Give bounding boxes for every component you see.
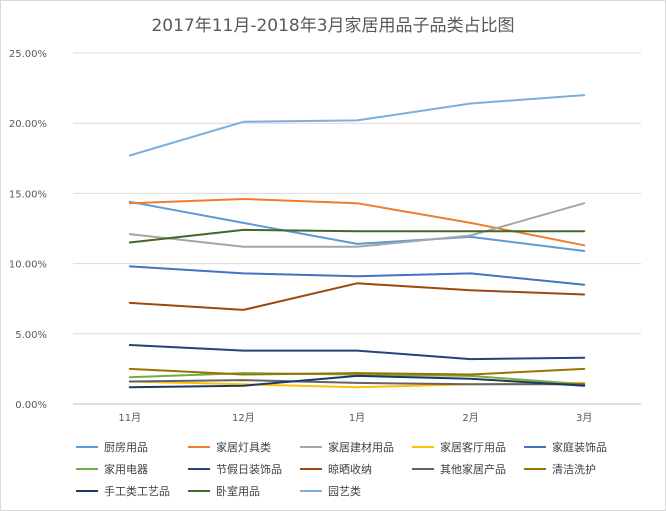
- legend-swatch: [188, 446, 210, 448]
- y-tick-label: 20.00%: [9, 119, 47, 130]
- legend-swatch: [524, 468, 546, 470]
- legend-item: 其他家居产品: [412, 461, 524, 477]
- series-line: [128, 344, 586, 361]
- legend-item: 家居灯具类: [188, 439, 300, 455]
- series-line: [128, 372, 586, 386]
- series-line: [128, 94, 586, 157]
- legend-label: 节假日装饰品: [216, 463, 282, 476]
- legend-label: 家庭装饰品: [552, 441, 607, 454]
- legend-swatch: [300, 468, 322, 470]
- legend-item: 家居建材用品: [300, 439, 412, 455]
- legend-label: 卧室用品: [216, 485, 260, 498]
- legend-item: 清洁洗护: [524, 461, 636, 477]
- x-tick-label: 11月: [118, 412, 141, 424]
- x-tick-label: 2月: [462, 412, 478, 424]
- legend-item: 晾晒收纳: [300, 461, 412, 477]
- y-tick-label: 0.00%: [15, 400, 47, 411]
- series-line: [128, 228, 586, 244]
- legend-swatch: [300, 446, 322, 448]
- x-tick-label: 3月: [576, 412, 592, 424]
- legend-label: 园艺类: [328, 485, 361, 498]
- legend-swatch: [76, 446, 98, 448]
- legend-item: 厨房用品: [76, 439, 188, 455]
- y-tick-label: 10.00%: [9, 260, 47, 271]
- legend-label: 晾晒收纳: [328, 463, 372, 476]
- series-line: [128, 282, 586, 311]
- legend-label: 家用电器: [104, 463, 148, 476]
- series-line: [128, 374, 586, 389]
- y-tick-label: 15.00%: [9, 189, 47, 200]
- legend-label: 家居灯具类: [216, 441, 271, 454]
- legend-label: 手工类工艺品: [104, 485, 170, 498]
- legend-label: 其他家居产品: [440, 463, 506, 476]
- legend-item: 家用电器: [76, 461, 188, 477]
- legend-swatch: [524, 446, 546, 448]
- legend-swatch: [300, 490, 322, 492]
- legend-item: 家居客厅用品: [412, 439, 524, 455]
- legend-swatch: [76, 468, 98, 470]
- legend: 厨房用品 家居灯具类 家居建材用品 家居客厅用品 家庭装饰品家用电器 节假日装饰品 晾晒收纳…: [76, 439, 636, 499]
- series-line: [128, 379, 586, 386]
- legend-label: 厨房用品: [104, 441, 148, 454]
- legend-swatch: [188, 468, 210, 470]
- line-chart: 0.00% 5.00% 10.00% 15.00% 20.00% 25.00% 11月 12月…: [9, 49, 641, 424]
- series-line: [128, 200, 586, 252]
- chart-title: 2017年11月-2018年3月家居用品子品类占比图: [151, 16, 515, 36]
- series-line: [128, 202, 586, 248]
- series-line: [128, 265, 586, 286]
- legend-item: 卧室用品: [188, 483, 300, 499]
- x-tick-label: 12月: [232, 412, 255, 424]
- legend-swatch: [76, 490, 98, 492]
- y-tick-label: 25.00%: [9, 49, 47, 60]
- legend-label: 家居建材用品: [328, 441, 394, 454]
- x-tick-label: 1月: [349, 412, 365, 424]
- y-tick-label: 5.00%: [15, 330, 47, 341]
- legend-label: 家居客厅用品: [440, 441, 506, 454]
- legend-label: 清洁洗护: [552, 463, 596, 476]
- legend-item: 节假日装饰品: [188, 461, 300, 477]
- series-line: [128, 367, 586, 376]
- legend-swatch: [412, 446, 434, 448]
- legend-swatch: [188, 490, 210, 492]
- legend-item: 园艺类: [300, 483, 412, 499]
- legend-swatch: [412, 468, 434, 470]
- legend-item: 家庭装饰品: [524, 439, 636, 455]
- legend-item: 手工类工艺品: [76, 483, 188, 499]
